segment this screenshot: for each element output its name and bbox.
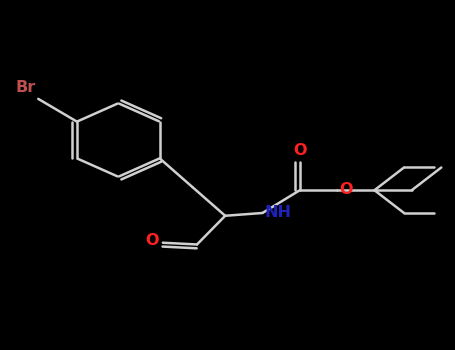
Text: O: O bbox=[339, 182, 353, 197]
Text: O: O bbox=[293, 143, 307, 158]
Text: Br: Br bbox=[16, 80, 36, 95]
Text: O: O bbox=[146, 233, 159, 248]
Text: NH: NH bbox=[265, 205, 292, 220]
